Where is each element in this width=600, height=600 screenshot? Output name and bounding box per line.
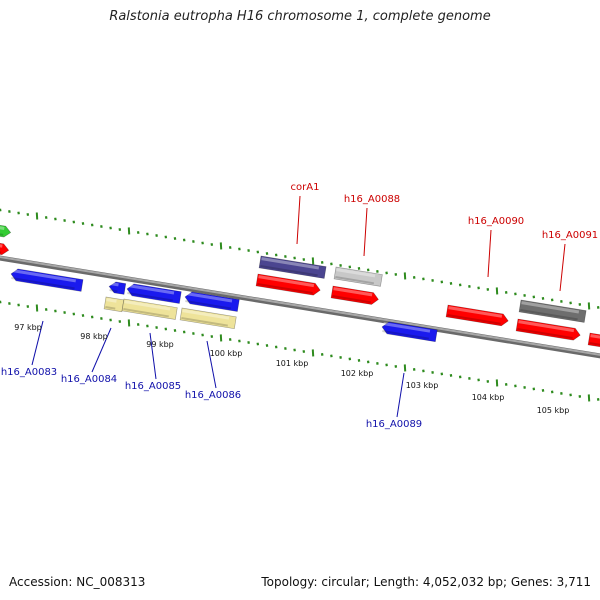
kbp-label: 100 kbp	[210, 349, 243, 358]
kbp-label: 102 kbp	[341, 369, 374, 378]
gene-blue-a0086	[184, 291, 240, 312]
accession-text: Accession: NC_008313	[9, 575, 146, 589]
gene-yellow-a0084	[103, 296, 125, 313]
gene-blue-a0089	[381, 321, 438, 343]
backbone-highlight	[0, 256, 600, 356]
gene-red-a0088	[330, 285, 379, 305]
chromosome-backbone	[0, 255, 600, 359]
callout-line-cora1	[296, 195, 301, 245]
gene-darkgray-a0091	[518, 299, 587, 323]
kbp-label: 99 kbp	[146, 340, 174, 349]
inner-tick-ring	[0, 300, 600, 402]
gene-blue-a0085	[126, 283, 182, 304]
gene-label-h16_a0088: h16_A0088	[344, 194, 400, 205]
gene-red-cora1	[255, 273, 321, 296]
gene-yellow-a0086	[179, 307, 237, 330]
gene-red-right	[587, 332, 600, 350]
gene-label-h16_a0084: h16_A0084	[61, 374, 117, 385]
gene-blue-a0083	[10, 268, 84, 292]
gene-label-cora1: corA1	[291, 182, 320, 193]
callout-line-h16_a0086	[206, 340, 217, 389]
callout-line-h16_a0085	[149, 332, 157, 380]
gene-yellow-a0085	[121, 298, 178, 320]
gene-label-h16_a0083: h16_A0083	[1, 367, 57, 378]
callout-line-h16_a0090	[487, 229, 492, 278]
callout-line-h16_a0091	[559, 243, 566, 292]
gene-blue-small	[108, 281, 127, 295]
callout-line-h16_a0084	[91, 327, 112, 373]
gene-red-left	[0, 239, 10, 256]
gene-red-a0090	[445, 304, 509, 327]
map-title: Ralstonia eutropha H16 chromosome 1, com…	[109, 9, 491, 24]
kbp-label: 103 kbp	[406, 381, 439, 390]
outer-tick-ring	[0, 208, 600, 310]
gene-label-h16_a0085: h16_A0085	[125, 381, 181, 392]
gene-label-h16_a0089: h16_A0089	[366, 419, 422, 430]
gene-label-h16_a0091: h16_A0091	[542, 230, 598, 241]
gene-label-h16_a0086: h16_A0086	[185, 390, 241, 401]
kbp-label: 97 kbp	[14, 323, 42, 332]
kbp-label: 104 kbp	[472, 393, 505, 402]
gene-red-a0091	[515, 318, 581, 341]
gene-features	[0, 221, 600, 350]
genome-summary-text: Topology: circular; Length: 4,052,032 bp…	[261, 575, 591, 589]
kbp-label: 98 kbp	[80, 332, 108, 341]
callout-line-h16_a0083	[31, 320, 44, 366]
kbp-label: 101 kbp	[276, 359, 309, 368]
gene-callouts: corA1 h16_A0088 h16_A0090 h16_A0091 h16_A008…	[1, 182, 598, 430]
callout-line-h16_a0088	[363, 207, 368, 257]
kbp-scale-labels: 97 kbp 98 kbp 99 kbp 100 kbp 101 kbp 102 kbp 1…	[14, 323, 569, 415]
gene-purple-cora1	[258, 255, 327, 279]
gene-label-h16_a0090: h16_A0090	[468, 216, 524, 227]
gene-green-left	[0, 221, 12, 238]
kbp-label: 105 kbp	[537, 406, 570, 415]
callout-line-h16_a0089	[396, 372, 405, 418]
gene-lightgray-a0088	[333, 266, 383, 287]
